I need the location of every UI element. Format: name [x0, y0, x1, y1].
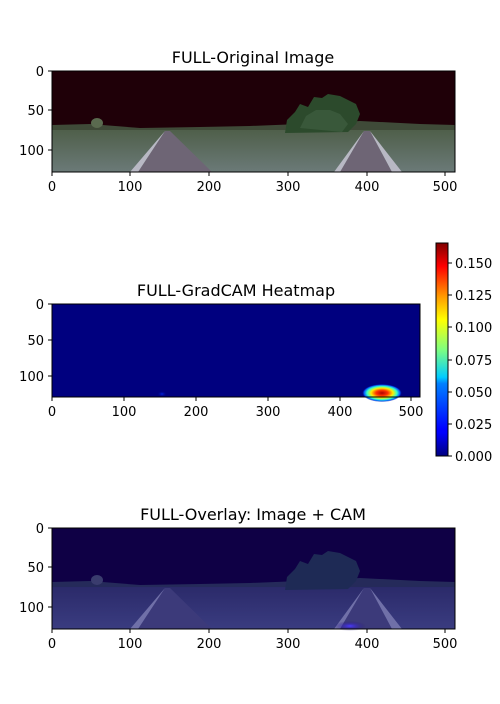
axes-frame: [51, 70, 456, 173]
x-tick-label: 200: [197, 637, 222, 652]
x-tick-label: 100: [118, 637, 143, 652]
colorbar-tick-label: 0.150: [455, 257, 492, 272]
heatmap-image: [52, 304, 420, 402]
colorbar-ticks: 0.000 0.025 0.050 0.075 0.100 0.125 0.15…: [448, 257, 492, 465]
panel-title: FULL-Overlay: Image + CAM: [140, 505, 366, 524]
axes-frame: [51, 303, 421, 398]
y-axis: 0 50 100: [19, 298, 52, 385]
x-axis: 0 100 200 300 400 500: [48, 629, 458, 652]
y-tick-label: 100: [19, 144, 44, 159]
y-tick-label: 50: [27, 104, 44, 119]
x-tick-label: 0: [48, 180, 56, 195]
panel-overlay: FULL-Overlay: Image + CAM 0 50 100: [19, 505, 457, 652]
colorbar-gradient: [435, 242, 449, 457]
colorbar-tick-label: 0.100: [455, 321, 492, 336]
x-tick-label: 0: [48, 637, 56, 652]
x-axis: 0 100 200 300 400 500: [48, 397, 424, 420]
x-tick-label: 100: [112, 405, 137, 420]
x-tick-label: 500: [399, 405, 424, 420]
panel-original: FULL-Original Image 0: [19, 48, 457, 195]
colorbar-tick-label: 0.025: [455, 418, 492, 433]
y-tick-label: 0: [36, 298, 44, 313]
y-tick-label: 100: [19, 370, 44, 385]
x-axis: 0 100 200 300 400 500: [48, 172, 458, 195]
y-tick-label: 50: [27, 334, 44, 349]
y-tick-label: 50: [27, 561, 44, 576]
axes-frame: [51, 527, 456, 630]
x-tick-label: 400: [355, 180, 380, 195]
y-axis: 0 50 100: [19, 65, 52, 159]
panel-heatmap: FULL-GradCAM Heatmap 0 50 100 0 100 200 …: [19, 281, 423, 420]
x-tick-label: 400: [355, 637, 380, 652]
x-tick-label: 500: [433, 180, 458, 195]
x-tick-label: 200: [184, 405, 209, 420]
x-tick-label: 0: [48, 405, 56, 420]
x-tick-label: 300: [256, 405, 281, 420]
colorbar-tick-label: 0.050: [455, 386, 492, 401]
colorbar-tick-label: 0.075: [455, 354, 492, 369]
x-tick-label: 400: [328, 405, 353, 420]
original-image: [52, 71, 455, 172]
y-tick-label: 100: [19, 601, 44, 616]
y-tick-label: 0: [36, 522, 44, 537]
y-tick-label: 0: [36, 65, 44, 80]
panel-title: FULL-GradCAM Heatmap: [137, 281, 335, 300]
x-tick-label: 100: [118, 180, 143, 195]
overlay-image: [52, 528, 455, 631]
x-tick-label: 300: [276, 180, 301, 195]
colorbar-tick-label: 0.000: [455, 450, 492, 465]
x-tick-label: 500: [433, 637, 458, 652]
panel-title: FULL-Original Image: [172, 48, 334, 67]
x-tick-label: 300: [276, 637, 301, 652]
colorbar: 0.000 0.025 0.050 0.075 0.100 0.125 0.15…: [435, 242, 492, 465]
x-tick-label: 200: [197, 180, 222, 195]
colorbar-tick-label: 0.125: [455, 289, 492, 304]
y-axis: 0 50 100: [19, 522, 52, 616]
